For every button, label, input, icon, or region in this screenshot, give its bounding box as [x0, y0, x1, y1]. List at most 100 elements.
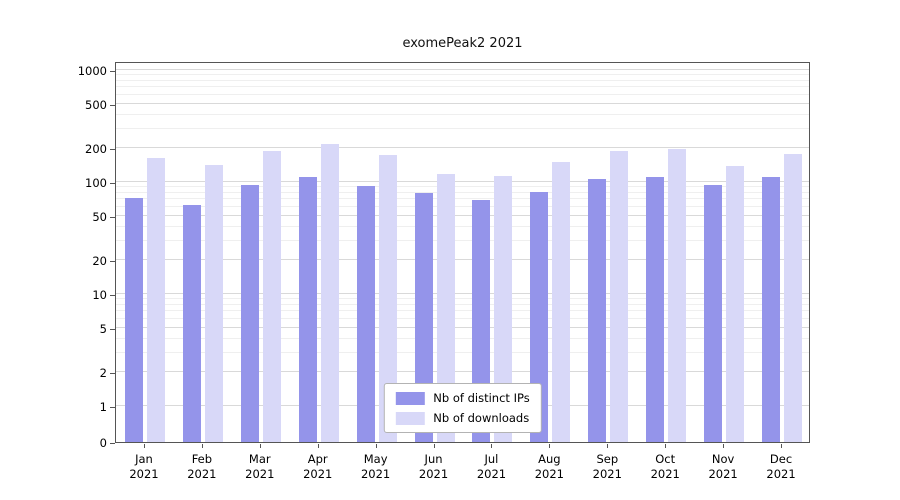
x-tick-mark	[491, 444, 493, 448]
gridline-major	[116, 102, 809, 104]
x-tick-label: Jul 2021	[476, 452, 507, 481]
legend-item-distinct-ips: Nb of distinct IPs	[395, 391, 530, 405]
legend: Nb of distinct IPs Nb of downloads	[383, 383, 542, 433]
y-tick-label: 100	[85, 176, 107, 190]
gridline-minor	[116, 113, 809, 115]
gridline-major	[116, 371, 809, 373]
bar	[472, 200, 491, 442]
gridline-minor	[116, 298, 809, 300]
x-tick-label: Apr 2021	[303, 452, 333, 481]
gridline-major	[116, 293, 809, 294]
y-tick-mark	[110, 261, 115, 263]
gridline-minor	[116, 239, 809, 241]
gridline-minor	[116, 317, 809, 319]
x-tick-label: Sep 2021	[592, 452, 622, 481]
legend-swatch-downloads	[395, 411, 425, 425]
x-tick-label: Jan 2021	[129, 452, 159, 481]
bar	[530, 192, 549, 442]
y-tick-mark	[110, 373, 115, 375]
x-tick-mark	[259, 444, 261, 448]
y-tick-mark	[110, 328, 115, 330]
gridline-minor	[116, 351, 809, 353]
gridline-minor	[116, 79, 809, 81]
bar	[204, 164, 223, 442]
bar	[240, 184, 259, 442]
y-tick-label: 10	[92, 288, 107, 302]
y-tick-label: 0	[99, 436, 107, 450]
y-tick-label: 500	[85, 97, 107, 112]
y-tick-mark	[110, 295, 115, 296]
x-tick-mark	[317, 444, 319, 448]
y-tick-label: 2	[99, 366, 107, 381]
bar	[146, 157, 165, 442]
gridline-minor	[116, 303, 809, 305]
y-tick-mark	[110, 71, 115, 72]
y-tick-mark	[110, 104, 115, 106]
x-tick-mark	[781, 444, 783, 448]
legend-swatch-distinct-ips	[395, 391, 425, 405]
bar	[784, 153, 803, 442]
gridline-major	[116, 181, 809, 182]
bar	[320, 144, 339, 442]
y-tick-mark	[110, 443, 115, 444]
legend-item-downloads: Nb of downloads	[395, 411, 529, 425]
bar	[704, 184, 723, 442]
gridline-minor	[116, 93, 809, 95]
bar	[588, 178, 607, 442]
y-tick-label: 1	[99, 400, 107, 414]
gridline-minor	[116, 186, 809, 188]
bar	[356, 185, 375, 442]
x-tick-mark	[201, 444, 203, 448]
gridline-minor	[116, 191, 809, 193]
bar	[262, 150, 281, 442]
x-tick-mark	[607, 444, 609, 448]
x-tick-mark	[549, 444, 551, 448]
x-tick-mark	[433, 444, 435, 448]
gridline-major	[116, 259, 809, 261]
x-tick-label: Aug 2021	[534, 452, 565, 481]
gridline-minor	[116, 310, 809, 312]
gridline-major	[116, 69, 809, 70]
x-tick-mark	[143, 444, 145, 448]
gridline-major	[116, 326, 809, 328]
bar	[298, 177, 317, 442]
y-tick-label: 5	[99, 321, 107, 336]
bar	[726, 166, 745, 442]
x-tick-label: Dec 2021	[766, 452, 796, 481]
y-tick-label: 200	[85, 142, 107, 157]
x-tick-label: Feb 2021	[187, 452, 217, 481]
y-tick-mark	[110, 216, 115, 218]
chart-title: exomePeak2 2021	[402, 36, 523, 51]
bar	[552, 161, 571, 442]
gridline-minor	[116, 198, 809, 200]
bar	[610, 150, 629, 442]
gridline-major	[116, 147, 809, 149]
gridline-minor	[116, 74, 809, 76]
x-tick-label: Nov 2021	[708, 452, 738, 481]
gridline-major	[116, 214, 809, 216]
bar	[436, 173, 455, 442]
bar	[646, 176, 665, 442]
legend-label-distinct-ips: Nb of distinct IPs	[433, 391, 530, 405]
x-tick-label: May 2021	[360, 452, 391, 481]
bar	[378, 154, 397, 442]
x-tick-mark	[723, 444, 725, 448]
bar	[414, 193, 433, 442]
bar	[762, 176, 781, 442]
bar	[124, 197, 143, 442]
plot-area: Nb of distinct IPs Nb of downloads	[115, 62, 810, 443]
gridline-minor	[116, 205, 809, 207]
bar	[668, 149, 687, 442]
y-tick-mark	[110, 149, 115, 151]
y-tick-mark	[110, 183, 115, 184]
gridline-minor	[116, 225, 809, 227]
bar	[182, 205, 201, 442]
x-tick-mark	[375, 444, 377, 448]
bar	[494, 176, 513, 442]
gridline-minor	[116, 337, 809, 339]
x-tick-label: Oct 2021	[650, 452, 680, 481]
x-tick-label: Jun 2021	[418, 452, 449, 481]
x-tick-label: Mar 2021	[245, 452, 275, 481]
y-tick-label: 1000	[77, 64, 107, 78]
y-tick-label: 20	[92, 254, 107, 269]
